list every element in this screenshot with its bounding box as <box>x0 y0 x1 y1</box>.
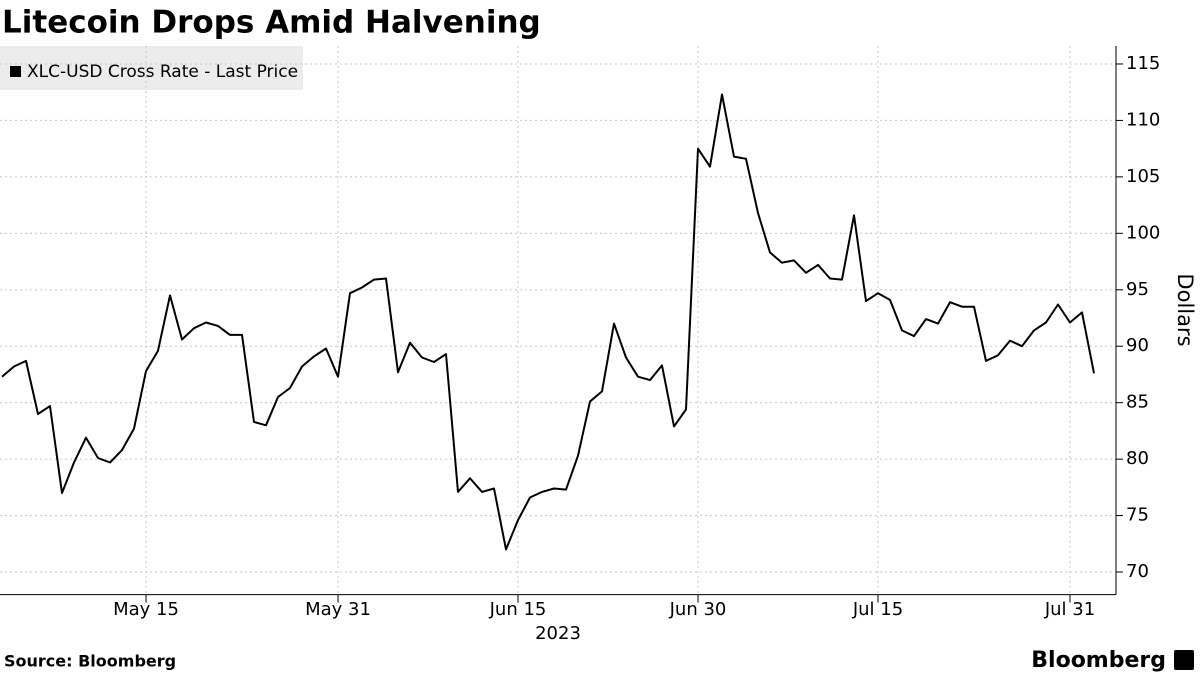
y-tick-label: 110 <box>1126 109 1160 130</box>
legend-box <box>0 46 303 90</box>
brand: Bloomberg <box>1031 648 1166 673</box>
x-tick-label: May 31 <box>305 599 371 620</box>
legend-swatch <box>10 66 21 77</box>
price-line <box>1 93 1095 551</box>
y-tick-label: 80 <box>1126 448 1149 469</box>
y-tick-label: 90 <box>1126 335 1149 356</box>
x-tick-label: May 15 <box>113 599 179 620</box>
y-axis-label: Dollars <box>1173 273 1197 346</box>
source: Source: Bloomberg <box>4 652 176 671</box>
x-tick-label: Jun 30 <box>669 599 727 620</box>
x-tick-label: Jul 31 <box>1044 599 1095 620</box>
x-tick-label: Jul 15 <box>852 599 903 620</box>
brand-icon <box>1174 650 1194 670</box>
y-tick-label: 100 <box>1126 222 1160 243</box>
y-tick-label: 115 <box>1126 53 1160 74</box>
y-tick-label: 105 <box>1126 166 1160 187</box>
y-tick-label: 70 <box>1126 561 1149 582</box>
chart-title: Litecoin Drops Amid Halvening <box>2 5 541 41</box>
y-tick-label: 95 <box>1126 279 1149 300</box>
x-tick-label: Jun 15 <box>489 599 547 620</box>
y-tick-label: 75 <box>1126 505 1149 526</box>
y-tick-label: 85 <box>1126 392 1149 413</box>
legend-label: XLC-USD Cross Rate - Last Price <box>27 62 298 82</box>
x-axis-year: 2023 <box>535 623 581 644</box>
